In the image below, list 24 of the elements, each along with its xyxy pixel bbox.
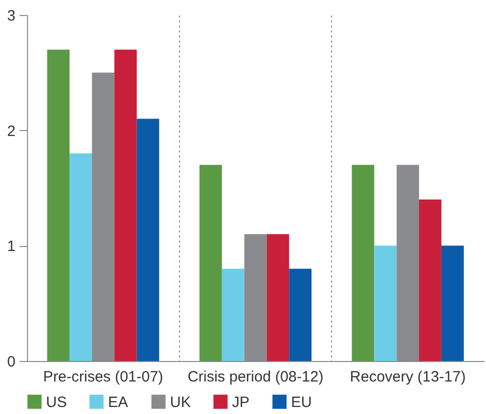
y-tick-label: 2	[7, 122, 16, 140]
bar	[419, 200, 442, 361]
bar	[374, 246, 397, 361]
legend-label: JP	[232, 394, 250, 411]
bar	[266, 234, 290, 361]
y-tick-label: 3	[7, 8, 16, 24]
bar	[289, 268, 312, 361]
x-tick-label: Crisis period (08-12)	[188, 368, 324, 386]
bar	[222, 268, 244, 361]
bar	[441, 246, 464, 361]
bar	[352, 164, 374, 361]
y-tick-label: 0	[7, 354, 16, 370]
x-tick-label: Recovery (13-17)	[350, 368, 466, 386]
legend-label: UK	[170, 394, 191, 411]
y-tick-label: 1	[7, 238, 16, 256]
bar	[136, 118, 160, 361]
legend-label: US	[46, 394, 67, 411]
bar	[199, 164, 222, 361]
bar	[70, 153, 92, 361]
legend-label: EA	[108, 394, 128, 411]
x-tick-label: Pre-crises (01-07)	[43, 368, 164, 386]
bar	[47, 50, 70, 361]
bar	[114, 50, 137, 361]
legend-label: EU	[291, 394, 312, 411]
